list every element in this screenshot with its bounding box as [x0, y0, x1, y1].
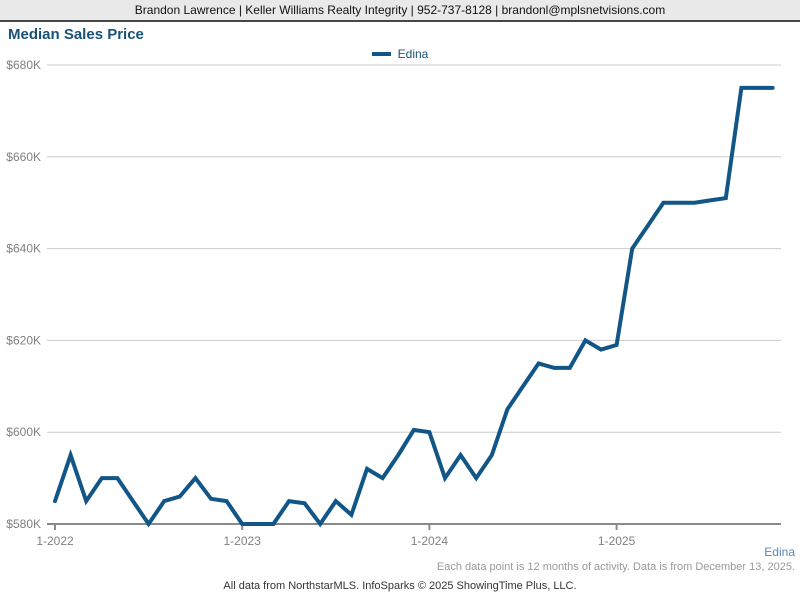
- y-axis-tick-label: $660K: [6, 150, 41, 164]
- y-axis-tick-label: $680K: [6, 58, 41, 72]
- y-axis-tick-label: $640K: [6, 242, 41, 256]
- x-axis-tick-label: 1-2024: [411, 534, 449, 548]
- x-axis-tick-label: 1-2025: [598, 534, 636, 548]
- y-axis-tick-label: $620K: [6, 333, 41, 347]
- chart-legend: Edina: [0, 47, 800, 61]
- x-axis-tick-label: 1-2022: [36, 534, 74, 548]
- attribution-note: All data from NorthstarMLS. InfoSparks ©…: [223, 580, 577, 592]
- y-axis-tick-label: $580K: [6, 517, 41, 531]
- x-axis-tick-label: 1-2023: [224, 534, 262, 548]
- legend-series-label: Edina: [397, 47, 429, 61]
- series-line-edina: [53, 85, 775, 528]
- y-axis-tick-label: $600K: [6, 425, 41, 439]
- data-freshness-note: Each data point is 12 months of activity…: [436, 561, 795, 573]
- legend-line-swatch-icon: [371, 52, 391, 56]
- agent-contact-header: Brandon Lawrence | Keller Williams Realt…: [0, 0, 800, 22]
- page-title: Median Sales Price: [8, 26, 144, 43]
- footer-series-label: Edina: [764, 545, 795, 559]
